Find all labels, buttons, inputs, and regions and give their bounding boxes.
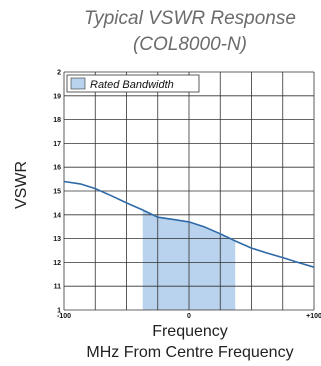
y-tick-label: 17 (53, 141, 61, 148)
y-tick-label: 14 (53, 212, 61, 219)
y-tick-label: 16 (53, 165, 61, 172)
y-tick-label: 15 (53, 189, 61, 196)
x-tick-label: +100 (306, 313, 321, 320)
x-axis-label: Frequency (152, 323, 228, 340)
y-tick-label: 2 (57, 70, 61, 77)
x-tick-label: 0 (187, 313, 191, 320)
y-tick-label: 12 (53, 260, 61, 267)
x-axis-sublabel: MHz From Centre Frequency (86, 344, 294, 361)
vswr-series-line (63, 180, 315, 268)
y-tick-label: 11 (54, 284, 62, 291)
chart-title-line2: (COL8000-N) (132, 34, 248, 55)
legend-box (66, 74, 200, 93)
legend-label: Rated Bandwidth (90, 79, 174, 91)
y-tick-label: 13 (53, 236, 61, 243)
chart-title-line1: Typical VSWR Response (84, 8, 296, 29)
x-tick-label: -100 (57, 313, 71, 320)
y-tick-label: 19 (53, 93, 61, 100)
legend-swatch (70, 77, 86, 90)
y-tick-label: 18 (53, 117, 61, 124)
y-tick-label: 1 (57, 308, 61, 315)
